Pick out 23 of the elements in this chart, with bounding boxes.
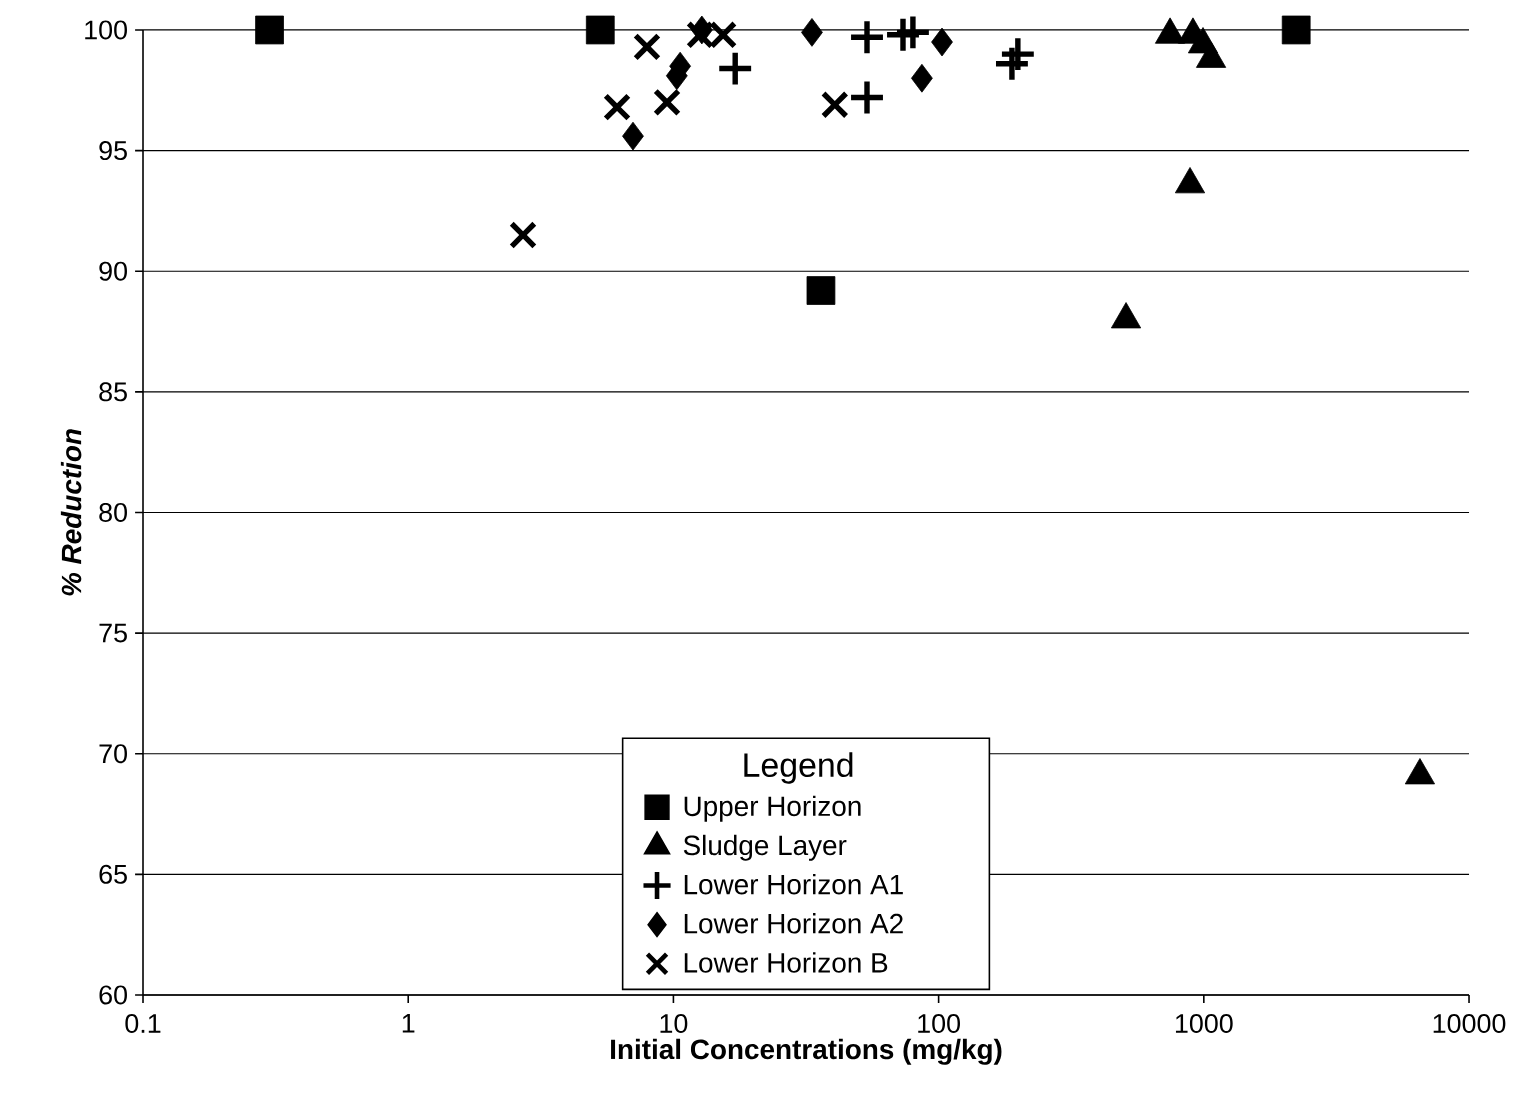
y-tick-label: 70 xyxy=(99,744,127,764)
x-axis-title: Initial Concentrations (mg/kg) xyxy=(611,1038,1002,1065)
legend-label: Lower Horizon A2 xyxy=(684,913,903,934)
x-tick-label: 1 xyxy=(402,1013,415,1033)
x-tick-label: 100 xyxy=(918,1013,960,1034)
y-tick-label: 65 xyxy=(99,864,127,884)
x-tick-label: 10 xyxy=(660,1013,688,1034)
y-tick-label: 80 xyxy=(99,502,127,522)
legend-label: Upper Horizon xyxy=(684,795,861,822)
y-tick-label: 100 xyxy=(85,20,127,40)
y-tick-label: 60 xyxy=(99,985,127,1005)
y-tick-label: 90 xyxy=(99,261,127,281)
legend-label: Sludge Layer xyxy=(683,834,847,861)
legend-label: Lower Horizon B xyxy=(684,952,888,973)
y-tick-label: 95 xyxy=(99,141,127,161)
x-tick-label: 10000 xyxy=(1433,1013,1506,1034)
legend-title: Legend xyxy=(744,752,853,784)
legend-label: Lower Horizon A1 xyxy=(684,873,903,895)
x-tick-label: 0.1 xyxy=(125,1013,161,1034)
y-tick-label: 85 xyxy=(99,382,127,402)
y-axis-title: % Reduction xyxy=(60,429,82,596)
y-tick-label: 75 xyxy=(99,623,127,643)
x-tick-label: 1000 xyxy=(1175,1013,1233,1034)
